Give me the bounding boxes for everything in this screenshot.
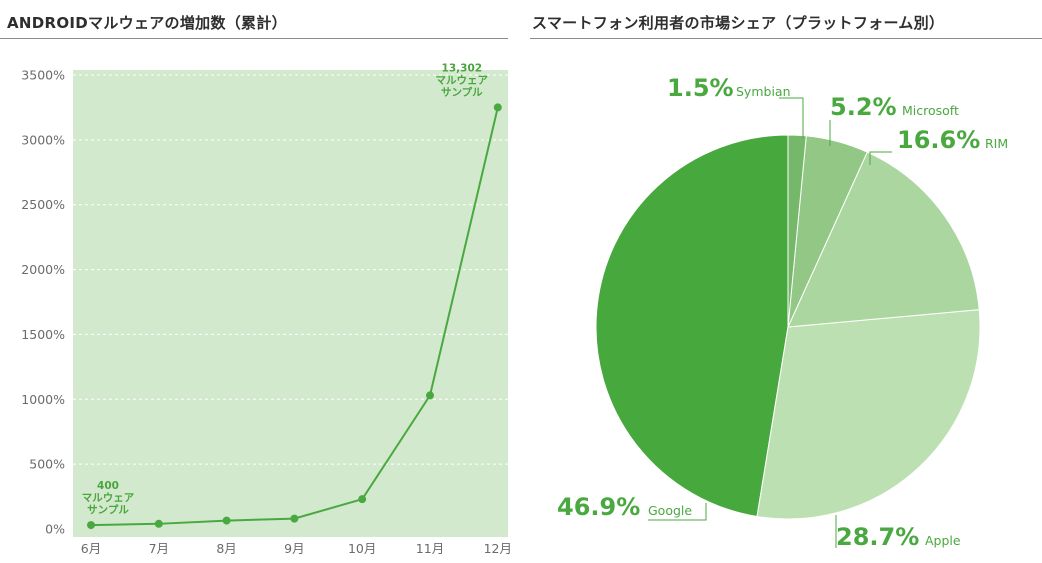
y-tick-label: 3000% [21,132,65,147]
slice-name-label: Apple [925,533,961,548]
data-point [358,495,367,504]
annotation-label: マルウェア [436,74,489,86]
annotation-label: 13,302 [442,62,483,74]
left-title-rule [0,38,508,39]
x-tick-label: 11月 [416,541,444,556]
annotation-label: サンプル [441,85,483,98]
leader-line [779,97,804,138]
line-chart: 0% 500% 1000% 1500% 2000% 2500% 3000% 3500% 6月 7月… [21,62,512,556]
slice-percent-label: 46.9% [557,493,640,521]
data-point [222,516,231,525]
annotation-label: サンプル [87,503,129,516]
x-tick-label: 12月 [484,541,512,556]
annotation-label: マルウェア [82,492,135,504]
y-tick-label: 0% [45,522,65,537]
y-tick-label: 3500% [21,68,65,83]
slice-percent-label: 16.6% [897,126,980,154]
slice-name-label: Symbian [736,84,791,99]
annotation-label: 400 [97,480,119,492]
slice-name-label: Microsoft [902,103,959,118]
leader-line [648,503,707,521]
pie-slice-google [595,134,789,518]
line-chart-title: ANDROIDマルウェアの増加数（累計） [7,14,287,32]
data-point [290,514,299,523]
data-point [154,519,163,528]
y-tick-label: 1000% [21,392,65,407]
data-point [87,521,95,530]
pie-slice-apple [756,309,981,520]
x-tick-label: 6月 [81,541,101,556]
slice-percent-label: 1.5% [667,74,734,102]
right-title-rule [530,38,1042,39]
pie-chart-title: スマートフォン利用者の市場シェア（プラットフォーム別） [532,14,945,32]
x-tick-label: 8月 [216,541,236,556]
data-point [426,391,434,400]
pie-slice-rim [787,151,980,328]
x-tick-label: 9月 [284,541,304,556]
slice-percent-label: 5.2% [830,93,897,121]
slice-percent-label: 28.7% [836,523,919,551]
data-point [493,103,502,112]
y-tick-label: 1500% [21,327,65,342]
y-tick-label: 2000% [21,262,65,277]
x-tick-label: 7月 [149,541,169,556]
y-tick-label: 500% [29,457,65,472]
leader-line [869,151,892,165]
pie-slice-symbian [787,134,807,328]
slice-name-label: RIM [985,136,1008,151]
plot-area [73,70,508,537]
y-tick-label: 2500% [21,197,65,212]
slice-name-label: Google [648,503,692,518]
x-tick-label: 10月 [348,541,376,556]
